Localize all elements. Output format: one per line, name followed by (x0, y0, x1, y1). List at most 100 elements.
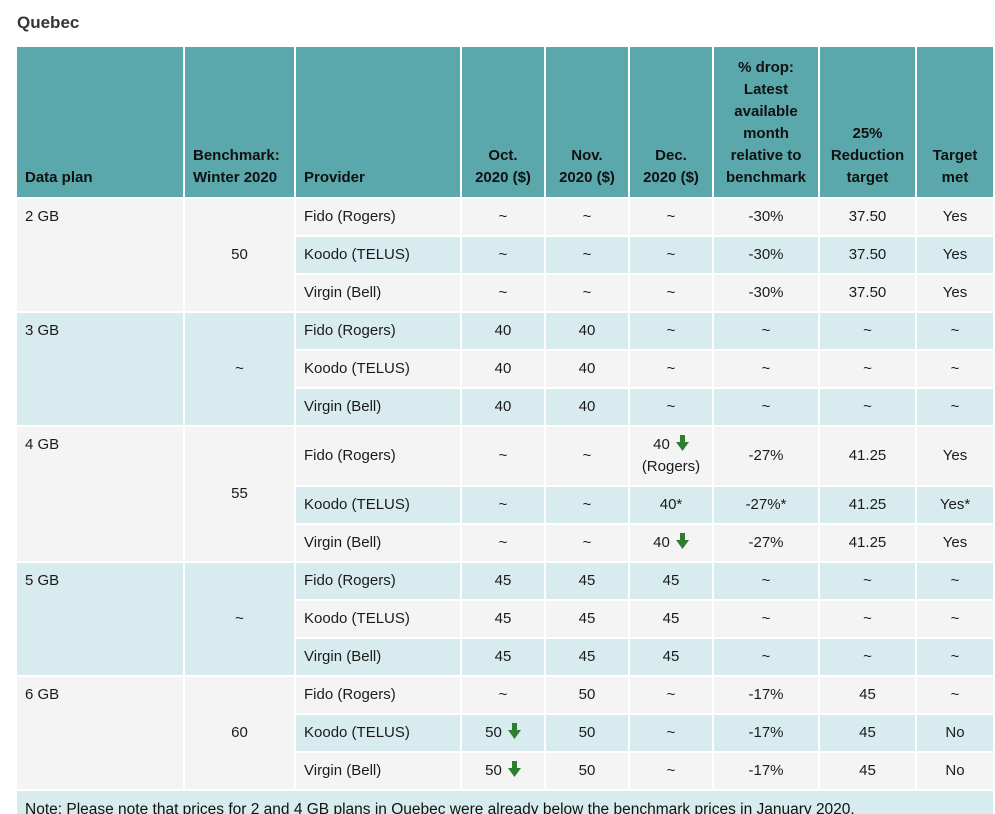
cell-value: ~ (498, 246, 508, 263)
provider-cell: Virgin (Bell) (296, 525, 462, 563)
dec-price-cell: 45 (630, 563, 714, 601)
oct-price-cell: 45 (462, 563, 546, 601)
cell-value: -30% (748, 246, 784, 263)
cell-value: ~ (666, 322, 676, 339)
dec-price-cell: 40 (Rogers) (630, 427, 714, 487)
pct-drop-cell: -30% (714, 275, 820, 313)
dec-price-cell: ~ (630, 715, 714, 753)
target-met-cell: No (917, 715, 995, 753)
header-row: Data plan Benchmark: Winter 2020 Provide… (17, 47, 995, 199)
oct-price-cell: 40 (462, 313, 546, 351)
oct-price-cell: ~ (462, 427, 546, 487)
cell-value: 45 (494, 572, 512, 589)
quebec-plans-table: Data plan Benchmark: Winter 2020 Provide… (17, 47, 995, 814)
reduction-target-cell: 37.50 (820, 237, 917, 275)
cell-value: ~ (498, 208, 508, 225)
cell-value: Yes (942, 208, 968, 225)
plan-row: 5 GB ~ Fido (Rogers) 45 45 45 ~ ~ ~ (17, 563, 995, 677)
benchmark-cell: ~ (185, 563, 296, 677)
cell-value: ~ (863, 572, 872, 589)
plan-row: Koodo (TELUS) 45 45 45 ~ ~ ~ (17, 601, 995, 639)
oct-price-cell: 45 (462, 601, 546, 639)
provider-cell: Virgin (Bell) (296, 275, 462, 313)
target-met-cell: ~ (917, 677, 995, 715)
cell-value: No (945, 724, 965, 741)
provider-cell: Fido (Rogers) (296, 313, 462, 351)
plan-row: 4 GB 55 Fido (Rogers) ~ ~40 (Rogers) -27% 41.25… (17, 427, 995, 563)
cell-value: Yes (942, 284, 968, 301)
nov-price-cell: ~ (546, 237, 630, 275)
cell-value: -17% (748, 686, 784, 703)
cell-value: ~ (950, 610, 960, 627)
provider-cell: Virgin (Bell) (296, 639, 462, 677)
data-plan-cell: 2 GB (17, 199, 185, 313)
cell-value: ~ (666, 284, 676, 301)
cell-value: -30% (748, 284, 784, 301)
target-met-cell: Yes (917, 199, 995, 237)
plan-row: Koodo (TELUS) 50 50 ~ -17% 45 No (17, 715, 995, 753)
benchmark-cell: 55 (185, 427, 296, 563)
cell-value: ~ (666, 762, 676, 779)
nov-price-cell: 50 (546, 677, 630, 715)
dec-price-cell: ~ (630, 389, 714, 427)
cell-value: ~ (498, 496, 508, 513)
pct-drop-cell: -17% (714, 677, 820, 715)
plan-row: Virgin (Bell) ~ ~ ~ -30% 37.50 Yes (17, 275, 995, 313)
reduction-target-cell: ~ (820, 389, 917, 427)
reduction-target-cell: ~ (820, 639, 917, 677)
nov-price-cell: 40 (546, 389, 630, 427)
note-row: Note: Please note that prices for 2 and … (17, 791, 995, 814)
dec-price-cell: 45 (630, 601, 714, 639)
cell-value: 40 (494, 398, 512, 415)
cell-value: 40 (578, 360, 596, 377)
cell-value: -30% (748, 208, 784, 225)
provider-cell: Fido (Rogers) (296, 427, 462, 487)
nov-price-cell: ~ (546, 275, 630, 313)
target-met-cell: Yes (917, 525, 995, 563)
cell-value: 41.25 (848, 534, 887, 551)
table-footer: Note: Please note that prices for 2 and … (17, 791, 995, 814)
plan-row: Koodo (TELUS) ~ ~ ~ -30% 37.50 Yes (17, 237, 995, 275)
pct-drop-cell: ~ (714, 389, 820, 427)
dec-price-cell: 45 (630, 639, 714, 677)
down-arrow-icon (507, 761, 521, 777)
cell-value: ~ (950, 322, 960, 339)
provider-cell: Koodo (TELUS) (296, 601, 462, 639)
reduction-target-cell: ~ (820, 351, 917, 389)
cell-value: ~ (666, 208, 676, 225)
oct-price-cell: ~ (462, 525, 546, 563)
pct-drop-cell: ~ (714, 639, 820, 677)
cell-value: ~ (950, 572, 960, 589)
nov-price-cell: 45 (546, 563, 630, 601)
cell-value: ~ (761, 398, 771, 415)
target-met-cell: No (917, 753, 995, 791)
cell-value: 40 (653, 435, 689, 453)
cell-value: -27%* (745, 496, 787, 513)
provider-cell: Virgin (Bell) (296, 389, 462, 427)
cell-value: ~ (761, 648, 771, 665)
nov-price-cell: ~ (546, 487, 630, 525)
provider-cell: Koodo (TELUS) (296, 351, 462, 389)
col-header-provider: Provider (296, 47, 462, 199)
pct-drop-cell: ~ (714, 313, 820, 351)
pct-drop-cell: -30% (714, 237, 820, 275)
col-header-data-plan: Data plan (17, 47, 185, 199)
benchmark-cell: 60 (185, 677, 296, 791)
plan-row: Virgin (Bell) 45 45 45 ~ ~ ~ (17, 639, 995, 677)
provider-cell: Virgin (Bell) (296, 753, 462, 791)
target-met-cell: ~ (917, 639, 995, 677)
cell-value: 45 (662, 648, 680, 665)
cell-value: ~ (863, 610, 872, 627)
cell-value: ~ (498, 447, 508, 464)
plan-row: Koodo (TELUS) ~ ~40* -27%* 41.25 Yes* (17, 487, 995, 525)
cell-value: 37.50 (848, 208, 887, 225)
cell-value: 45 (578, 610, 596, 627)
cell-value: 40 (578, 398, 596, 415)
provider-cell: Koodo (TELUS) (296, 237, 462, 275)
dec-price-cell: ~ (630, 753, 714, 791)
pct-drop-cell: ~ (714, 563, 820, 601)
cell-value: -17% (748, 762, 784, 779)
cell-value: 45 (859, 686, 876, 703)
oct-price-cell: 40 (462, 389, 546, 427)
cell-value: 45 (494, 610, 512, 627)
